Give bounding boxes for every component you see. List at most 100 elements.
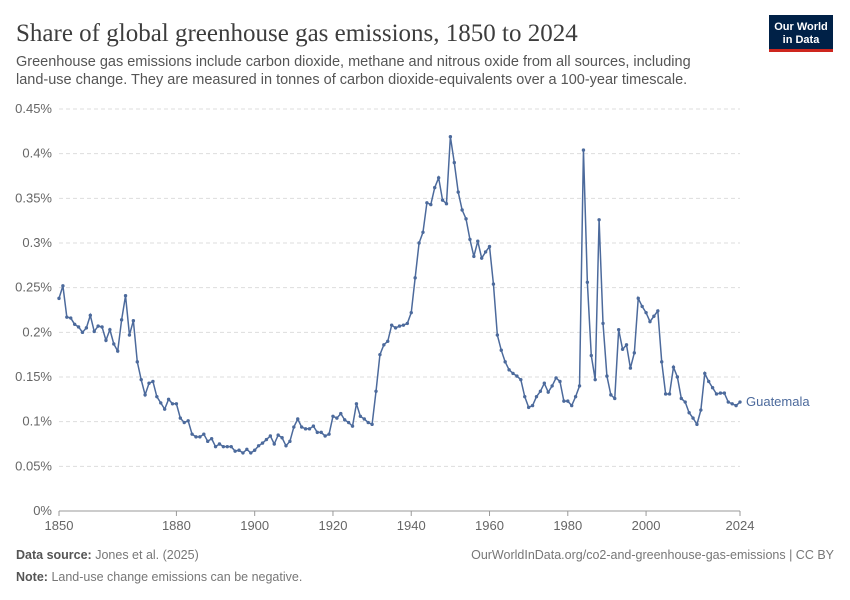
point	[507, 368, 511, 372]
point	[92, 329, 96, 334]
point	[296, 417, 300, 421]
url[interactable]: OurWorldInData.org/co2-and-greenhouse-ga…	[471, 548, 835, 562]
point	[272, 442, 276, 446]
point	[323, 434, 327, 438]
point	[280, 436, 284, 440]
point	[683, 400, 687, 404]
point	[436, 176, 441, 180]
point	[468, 237, 472, 242]
point	[714, 392, 719, 396]
point	[440, 198, 445, 202]
point	[354, 402, 359, 406]
point	[718, 391, 723, 395]
y-tick-label: 0.05%	[15, 458, 52, 473]
point	[405, 321, 410, 326]
point	[726, 400, 730, 404]
point	[656, 309, 660, 313]
point	[550, 384, 554, 388]
point	[511, 371, 515, 376]
point	[182, 420, 186, 425]
point	[366, 420, 370, 425]
point	[209, 436, 214, 441]
point	[69, 316, 73, 320]
point	[299, 425, 304, 429]
point	[491, 282, 496, 286]
point	[178, 416, 183, 420]
point	[593, 377, 597, 382]
point	[738, 400, 742, 404]
x-tick-label: 2000	[632, 518, 661, 533]
point	[730, 402, 734, 406]
point	[339, 411, 343, 416]
point	[483, 250, 488, 254]
point	[159, 401, 163, 405]
point	[307, 427, 312, 431]
point	[409, 310, 413, 315]
point	[515, 374, 519, 378]
point	[378, 352, 382, 357]
point	[581, 148, 586, 152]
point	[65, 315, 69, 319]
point	[706, 379, 711, 384]
point	[127, 333, 132, 337]
x-tick-label: 1940	[397, 518, 426, 533]
point	[526, 405, 531, 410]
point	[597, 218, 601, 222]
point	[143, 393, 147, 397]
point	[530, 403, 535, 408]
point	[104, 338, 108, 343]
point	[613, 396, 617, 401]
point	[472, 254, 476, 259]
point	[284, 444, 288, 448]
point	[358, 414, 363, 419]
point	[628, 366, 633, 370]
point	[233, 449, 237, 453]
point	[229, 444, 233, 449]
point	[217, 442, 222, 446]
y-tick-label: 0.25%	[15, 280, 52, 295]
point	[609, 393, 613, 397]
point	[663, 392, 668, 396]
point	[166, 397, 171, 402]
subtitle: Greenhouse gas emissions include carbon …	[16, 54, 691, 70]
series-label: Guatemala	[746, 394, 810, 409]
note-label: Note:	[16, 570, 48, 584]
logo[interactable]: Our World in Data	[769, 15, 833, 52]
point	[699, 408, 703, 412]
logo-bar	[769, 49, 833, 52]
point	[362, 417, 366, 421]
point	[632, 351, 637, 355]
x-tick-label: 1960	[475, 518, 504, 533]
point	[499, 348, 503, 352]
point	[190, 432, 194, 436]
point	[487, 244, 492, 249]
point	[245, 447, 249, 452]
point	[80, 330, 85, 335]
point	[139, 377, 143, 382]
x-tick-label: 1880	[162, 518, 191, 533]
point	[260, 441, 265, 445]
x-tick-label: 1980	[553, 518, 582, 533]
point	[213, 444, 218, 449]
point	[570, 403, 574, 408]
point	[370, 422, 374, 427]
point	[386, 339, 390, 343]
point	[221, 444, 226, 449]
point	[311, 424, 316, 428]
point	[734, 403, 738, 408]
point	[72, 322, 77, 326]
point	[237, 448, 241, 452]
point	[519, 377, 523, 382]
point	[123, 294, 128, 298]
point	[679, 396, 683, 401]
point	[675, 375, 680, 379]
point	[225, 444, 229, 449]
point	[151, 379, 155, 384]
point	[695, 422, 699, 427]
point	[393, 326, 398, 330]
point	[303, 427, 308, 431]
point	[601, 321, 605, 326]
point	[108, 327, 112, 332]
point	[374, 389, 378, 393]
point	[202, 432, 206, 436]
